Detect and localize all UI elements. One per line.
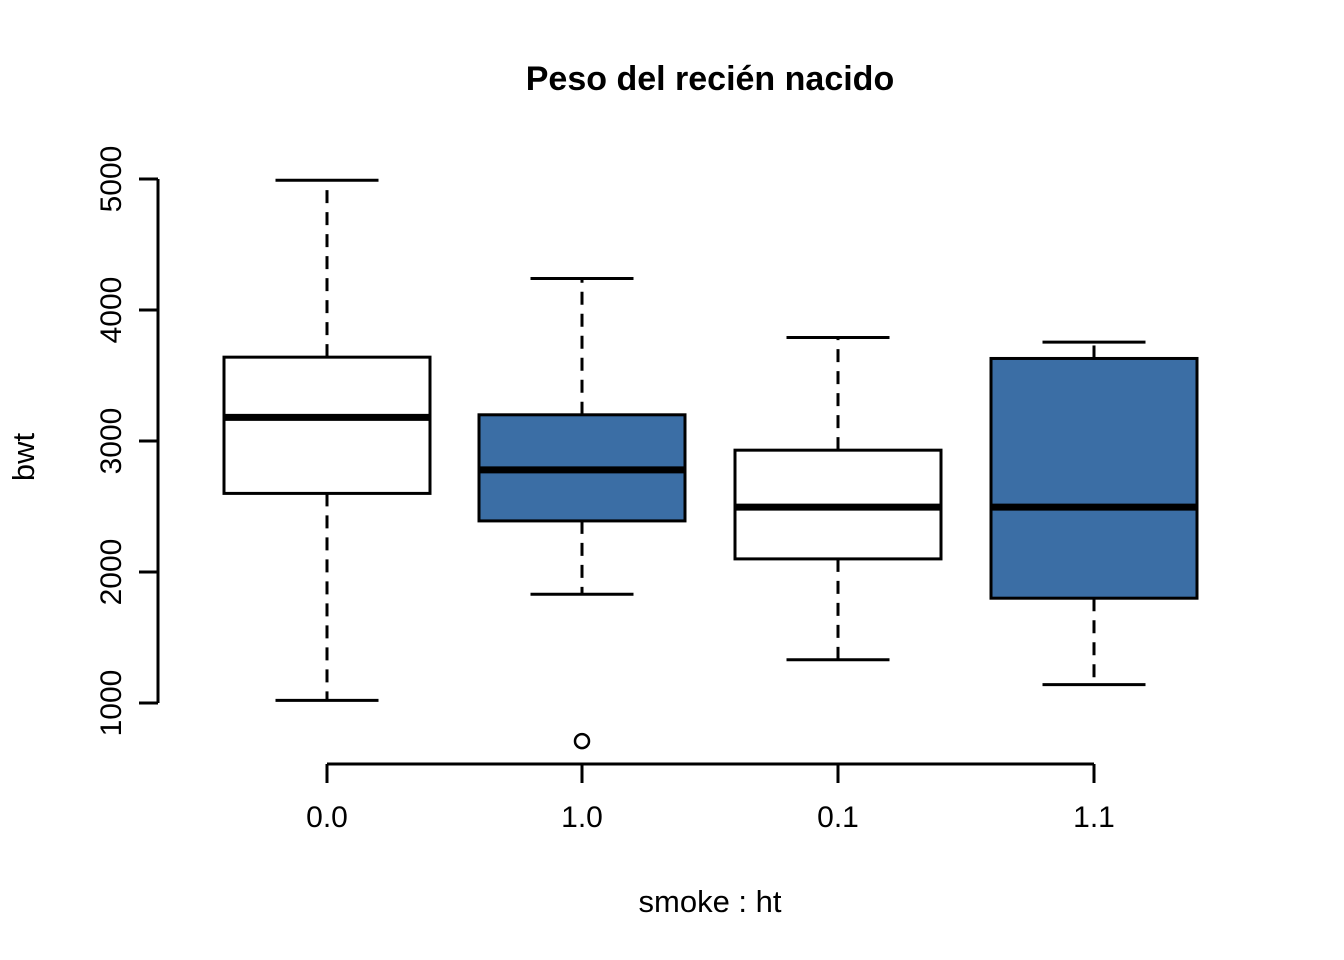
y-tick-label: 4000 (95, 277, 128, 344)
boxplot-group-0.1 (733, 336, 943, 662)
boxplot-group-1.1 (989, 340, 1199, 687)
x-tick-label: 1.1 (1073, 801, 1115, 834)
y-tick-label: 1000 (95, 670, 128, 737)
iqr-box (222, 355, 432, 495)
y-tick-label: 5000 (95, 146, 128, 213)
boxplot-group-1.0 (477, 277, 687, 750)
x-tick-label: 0.1 (817, 801, 859, 834)
x-tick-label: 0.0 (306, 801, 348, 834)
y-tick-label: 2000 (95, 539, 128, 606)
y-axis-label: bwt (6, 432, 41, 481)
iqr-box (989, 356, 1199, 600)
x-axis-label: smoke : ht (639, 884, 782, 919)
axes-group: 1000 2000 3000 4000 5000 0.0 1.0 0.1 1.1 (95, 146, 1115, 834)
x-tick-label: 1.0 (561, 801, 603, 834)
chart-title: Peso del recién nacido (526, 60, 894, 98)
y-tick-label: 3000 (95, 408, 128, 475)
boxes-group (222, 178, 1199, 750)
boxplot-group-0.0 (222, 178, 432, 702)
outlier-point (573, 732, 591, 750)
